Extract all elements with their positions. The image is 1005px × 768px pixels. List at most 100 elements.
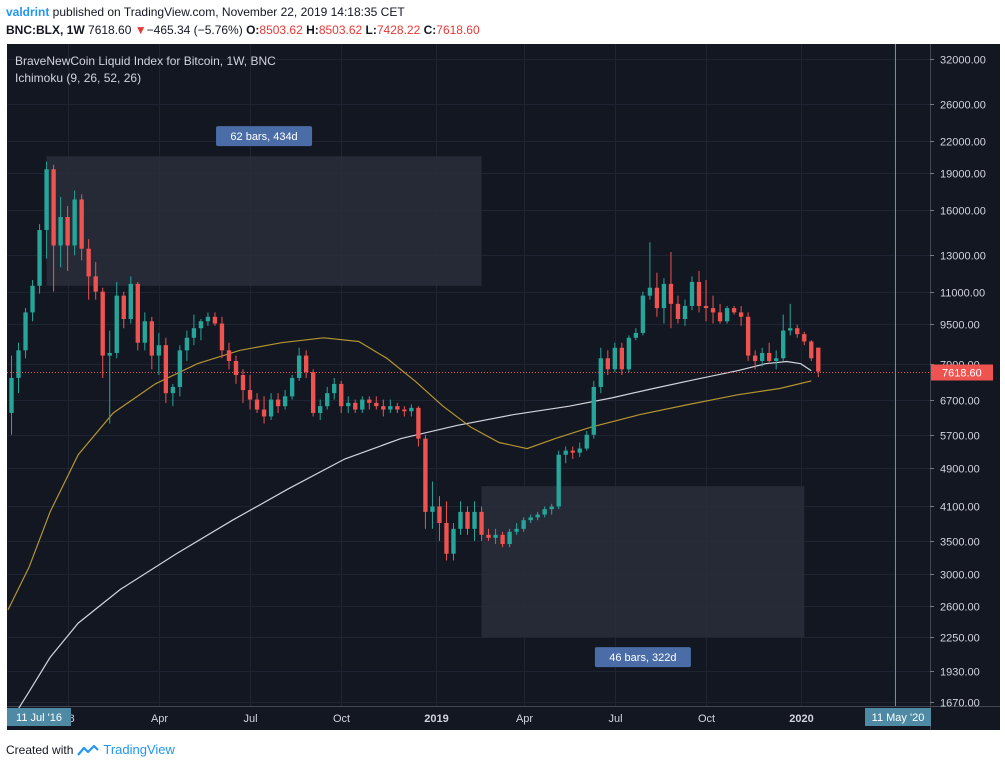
candle-body bbox=[493, 534, 498, 538]
range-label-bg bbox=[594, 647, 691, 668]
range-box bbox=[46, 156, 482, 286]
candle-body bbox=[409, 407, 414, 412]
tradingview-logo-icon bbox=[77, 744, 100, 756]
candle-body bbox=[640, 295, 646, 333]
candle-body bbox=[93, 276, 98, 292]
candle-body bbox=[282, 396, 288, 407]
author-link[interactable]: valdrint bbox=[6, 5, 50, 19]
candle-body bbox=[423, 438, 428, 512]
candle-body bbox=[521, 520, 526, 529]
candle-body bbox=[360, 399, 365, 410]
current-price-tag bbox=[931, 364, 993, 381]
candle-body bbox=[16, 350, 21, 378]
candle-body bbox=[254, 399, 260, 410]
publish-line: valdrint published on TradingView.com, N… bbox=[6, 5, 405, 19]
candle-body bbox=[437, 506, 442, 524]
candle-body bbox=[710, 308, 716, 313]
candle-body bbox=[374, 402, 379, 407]
y-tick-label: 6700.00 bbox=[940, 396, 980, 408]
y-tick-label: 3500.00 bbox=[940, 537, 980, 549]
candle-body bbox=[107, 352, 112, 356]
candle-body bbox=[619, 347, 625, 370]
range-label: 46 bars, 322d bbox=[609, 652, 676, 664]
sma-gold-line bbox=[7, 337, 812, 611]
time-axis[interactable]: 18AprJulOct2019AprJulOct202011 Jul '1611… bbox=[7, 708, 931, 726]
candle-body bbox=[184, 337, 190, 351]
candle-body bbox=[500, 534, 505, 545]
x-tick-label: 2020 bbox=[789, 713, 813, 725]
candle-body bbox=[346, 402, 351, 407]
candle-body bbox=[9, 377, 14, 413]
price-chart[interactable]: 62 bars, 434d 46 bars, 322d 32000.00 26000… bbox=[0, 0, 1005, 740]
range-label-bg bbox=[216, 126, 313, 147]
candle-body bbox=[809, 341, 814, 359]
candle-body bbox=[289, 377, 295, 397]
y-tick-label: 4100.00 bbox=[940, 502, 980, 514]
candle-body bbox=[23, 312, 28, 351]
candle-body bbox=[816, 347, 821, 372]
candle-body bbox=[388, 406, 393, 410]
range-box bbox=[481, 486, 805, 638]
candle-body bbox=[563, 450, 568, 455]
candle-body bbox=[149, 321, 154, 356]
tradingview-brand[interactable]: TradingView bbox=[103, 742, 175, 757]
candle-body bbox=[156, 345, 162, 356]
candle-body bbox=[802, 334, 807, 342]
published-text: published on TradingView.com, November 2… bbox=[49, 5, 405, 19]
candle-body bbox=[795, 328, 800, 335]
candle-body bbox=[177, 350, 183, 387]
candle-body bbox=[647, 287, 653, 296]
down-arrow-icon: ▼ bbox=[134, 23, 147, 37]
price-axis[interactable]: 32000.00 26000.00 22000.00 19000.00 16000.00… bbox=[930, 55, 993, 710]
range-label: 62 bars, 434d bbox=[230, 131, 297, 143]
candle-body bbox=[100, 291, 105, 356]
candle-body bbox=[114, 295, 119, 353]
footer: Created with TradingView bbox=[6, 742, 175, 757]
candle-body bbox=[226, 350, 232, 361]
candle-body bbox=[549, 506, 554, 510]
y-tick-label: 32000.00 bbox=[940, 55, 986, 67]
candle-body bbox=[598, 358, 603, 387]
candle-body bbox=[233, 360, 239, 376]
candle-body bbox=[430, 506, 435, 512]
current-price-label: 7618.60 bbox=[942, 368, 982, 380]
candle-body bbox=[486, 534, 491, 538]
candle-body bbox=[696, 281, 702, 306]
candle-body bbox=[142, 321, 147, 343]
candle-body bbox=[240, 375, 246, 391]
grid-lines bbox=[7, 44, 930, 706]
candle-body bbox=[30, 285, 35, 313]
candle-body bbox=[339, 383, 344, 407]
candle-body bbox=[689, 281, 695, 306]
y-tick-label: 2600.00 bbox=[940, 602, 980, 614]
candle-body bbox=[402, 409, 407, 412]
candle-body bbox=[37, 230, 42, 286]
candle-body bbox=[591, 386, 596, 435]
candle-body bbox=[458, 511, 463, 529]
open-value: 8503.62 bbox=[259, 23, 303, 37]
candle-body bbox=[72, 199, 77, 246]
candle-body bbox=[416, 407, 421, 439]
y-tick-label: 11000.00 bbox=[940, 288, 985, 300]
candle-body bbox=[332, 383, 337, 394]
candle-body bbox=[479, 511, 484, 535]
chart-title: BraveNewCoin Liquid Index for Bitcoin, 1… bbox=[15, 54, 276, 68]
candle-body bbox=[261, 409, 267, 417]
y-tick-label: 19000.00 bbox=[940, 169, 986, 181]
candle-body bbox=[774, 358, 779, 361]
candle-body bbox=[465, 511, 470, 529]
candle-body bbox=[717, 312, 723, 322]
candle-body bbox=[577, 448, 582, 453]
candle-body bbox=[318, 406, 323, 413]
candle-body bbox=[788, 328, 793, 331]
low-value: 7428.22 bbox=[376, 23, 421, 37]
candle-body bbox=[759, 352, 765, 361]
candle-body bbox=[353, 402, 358, 410]
candle-body bbox=[752, 355, 758, 361]
range-boxes bbox=[46, 156, 805, 638]
candle-body bbox=[668, 283, 674, 304]
candle-body bbox=[528, 517, 533, 521]
candle-body bbox=[65, 216, 70, 246]
low-label: L: bbox=[365, 23, 377, 37]
candle-body bbox=[556, 454, 561, 507]
